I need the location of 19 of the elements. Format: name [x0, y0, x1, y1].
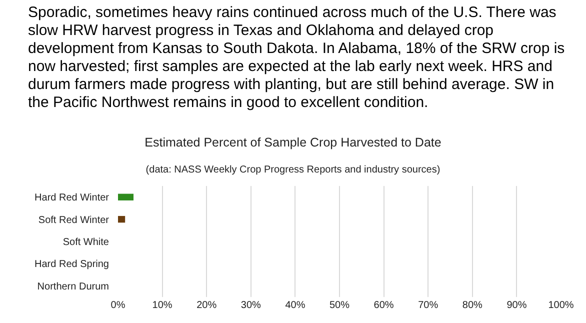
x-tick-label: 70% — [418, 300, 438, 311]
y-tick-label: Soft White — [62, 237, 110, 248]
chart-title: Estimated Percent of Sample Crop Harvested to Date — [144, 136, 442, 150]
y-tick-label: Hard Red Winter — [34, 192, 110, 204]
x-tick-label: 30% — [240, 300, 262, 311]
x-tick-label: 20% — [196, 300, 217, 311]
x-tick-label: 100% — [548, 300, 574, 311]
y-tick-label: Soft Red Winter — [38, 214, 110, 226]
x-tick-label: 90% — [506, 300, 527, 311]
y-tick-label: Northern Durum — [37, 281, 109, 292]
chart-subtitle: (data: NASS Weekly Crop Progress Reports and industry sources) — [146, 164, 440, 176]
x-tick-label: 60% — [374, 300, 394, 311]
text: Sporadic, sometimes heavy rains continued across much of the U.S. There was slow HRW harvest progress in Texas and Oklahoma and delayed crop development from Kansas to South Dakota. In Alabama, 18% of the SRW crop is now harvested; first samples are expected at the lab early next week. HRS and durum farmers made progress with planting, but are still behind average. SW in the Pacific Northwest remains in good to excellent condition. — [28, 4, 566, 112]
x-tick-label: 0% — [110, 300, 126, 311]
x-tick-label: 80% — [462, 300, 483, 311]
x-tick-label: 40% — [285, 300, 306, 311]
x-tick-label: 10% — [152, 300, 172, 311]
y-tick-label: Hard Red Spring — [34, 259, 109, 270]
x-tick-label: 50% — [329, 300, 350, 311]
